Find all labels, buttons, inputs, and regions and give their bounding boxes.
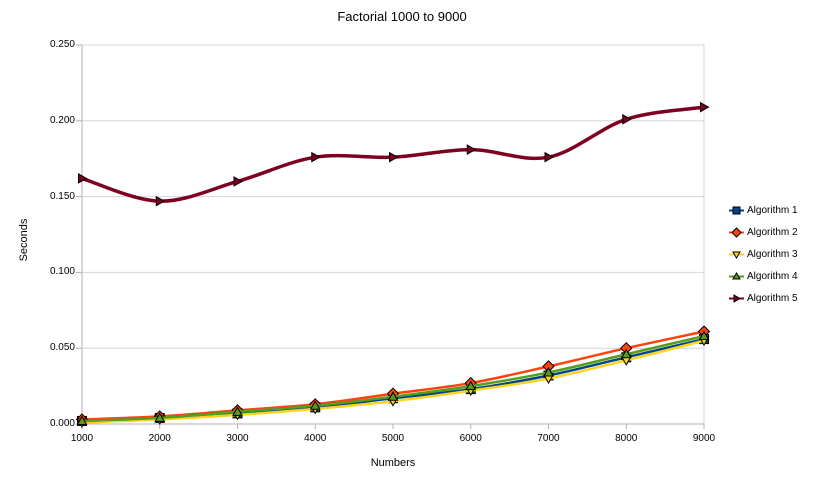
triangle-up-icon xyxy=(729,271,744,279)
legend-label: Algorithm 5 xyxy=(747,292,798,304)
y-tick-label: 0.250 xyxy=(49,39,75,50)
y-tick-label: 0.000 xyxy=(49,418,75,429)
legend-item: Algorithm 4 xyxy=(729,265,798,287)
legend-item: Algorithm 3 xyxy=(729,243,798,265)
x-axis-title: Numbers xyxy=(370,457,416,469)
y-tick-label: 0.200 xyxy=(49,114,75,126)
x-tick-label: 1000 xyxy=(70,433,94,444)
diamond-icon xyxy=(729,226,744,238)
x-tick-label: 9000 xyxy=(692,433,716,444)
x-tick-label: 6000 xyxy=(459,433,482,444)
triangle-right-icon xyxy=(729,293,744,303)
x-tick-label: 8000 xyxy=(615,433,638,444)
x-tick-label: 2000 xyxy=(148,433,171,444)
legend-item: Algorithm 2 xyxy=(729,221,798,243)
legend-item: Algorithm 5 xyxy=(729,287,798,309)
legend-label: Algorithm 4 xyxy=(747,270,798,282)
legend-label: Algorithm 1 xyxy=(747,204,798,216)
y-axis-title: Seconds xyxy=(18,218,30,262)
y-tick-label: 0.050 xyxy=(49,342,75,354)
legend: Algorithm 1 Algorithm 2 Algorithm 3 Algorit… xyxy=(729,199,798,309)
x-tick-label: 7000 xyxy=(537,433,560,444)
legend-label: Algorithm 2 xyxy=(747,226,798,238)
x-tick-label: 3000 xyxy=(226,433,249,444)
y-tick-label: 0.100 xyxy=(49,266,75,278)
square-icon xyxy=(729,206,744,214)
series-line xyxy=(80,334,706,423)
triangle-down-icon xyxy=(729,251,744,259)
legend-label: Algorithm 3 xyxy=(747,248,798,260)
legend-item: Algorithm 1 xyxy=(729,199,798,221)
x-tick-label: 4000 xyxy=(304,433,327,444)
y-tick-label: 0.150 xyxy=(49,190,75,202)
x-tick-label: 5000 xyxy=(381,433,405,444)
chart-title: Factorial 1000 to 9000 xyxy=(337,9,467,24)
